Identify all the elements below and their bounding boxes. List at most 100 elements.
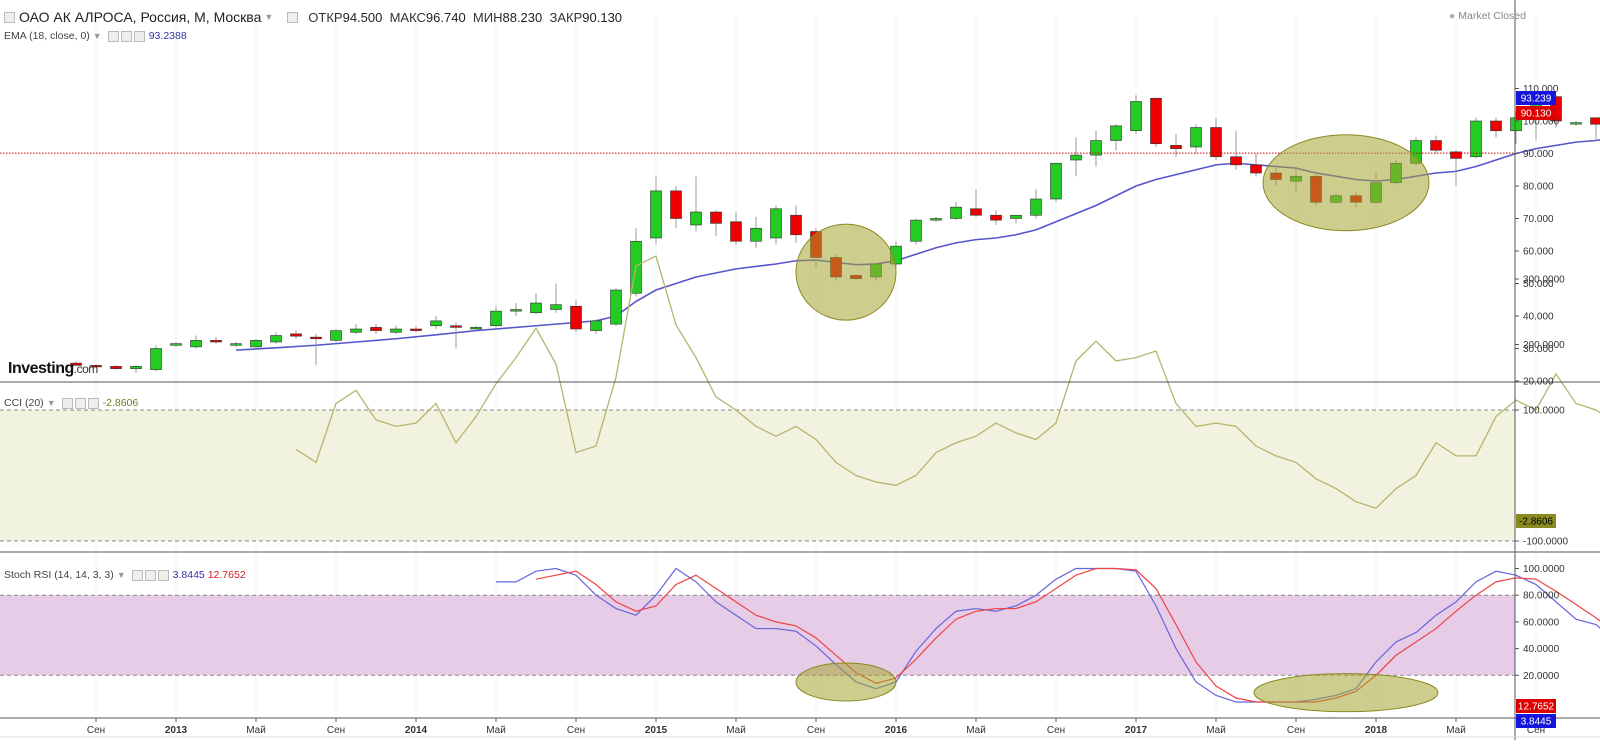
candle-down bbox=[1250, 164, 1262, 174]
candle-up bbox=[1050, 162, 1062, 200]
candle-down bbox=[670, 190, 682, 219]
stoch-rsi-series bbox=[496, 567, 1600, 703]
cci-tick-label: 100.0000 bbox=[1523, 406, 1565, 417]
price-tick-label: 20.000 bbox=[1523, 377, 1554, 388]
candle-up bbox=[930, 218, 942, 221]
high-label: МАКС bbox=[389, 9, 426, 25]
candle-up bbox=[950, 206, 962, 219]
x-tick-label: Май bbox=[486, 725, 506, 736]
candle-up bbox=[230, 343, 242, 346]
ema-legend-value: 93.2388 bbox=[148, 30, 187, 42]
x-tick-label: Май bbox=[246, 725, 266, 736]
stoch-legend-label[interactable]: Stoch RSI (14, 14, 3, 3) bbox=[4, 569, 114, 581]
chevron-down-icon[interactable]: ▼ bbox=[46, 398, 56, 408]
highlight-ellipses bbox=[795, 134, 1439, 713]
candle-down bbox=[990, 214, 1002, 221]
candle-up bbox=[330, 330, 342, 341]
chevron-down-icon[interactable]: ▼ bbox=[92, 31, 102, 41]
candle-up bbox=[1190, 127, 1202, 148]
candle-down bbox=[90, 365, 102, 368]
header-tools bbox=[285, 11, 299, 23]
stoch-highlight-ellipse bbox=[795, 662, 897, 702]
cci-series bbox=[295, 255, 1600, 509]
settings-icon[interactable] bbox=[287, 11, 299, 23]
x-tick-label: Сен bbox=[807, 725, 825, 736]
candle-up bbox=[530, 302, 542, 314]
collapse-icon[interactable] bbox=[4, 11, 15, 23]
market-status-text: Market Closed bbox=[1458, 10, 1526, 22]
stoch-k-badge-bg bbox=[1516, 714, 1556, 728]
candle-up bbox=[650, 190, 662, 239]
close-icon[interactable] bbox=[87, 397, 99, 409]
price-tick-label: 60.000 bbox=[1523, 247, 1554, 258]
value-badges: 93.239 90.130 -2.8606 12.7652 3.8445 bbox=[1516, 91, 1556, 728]
chevron-down-icon[interactable]: ▼ bbox=[264, 12, 274, 22]
stoch-tick-label: 40.0000 bbox=[1523, 644, 1560, 655]
settings-icon[interactable] bbox=[120, 30, 132, 42]
instrument-title[interactable]: ОАО АК АЛРОСА, Россия, М, Москва bbox=[19, 9, 262, 25]
candle-down bbox=[1450, 151, 1462, 159]
candle-up bbox=[1010, 214, 1022, 219]
price-tick-label: 40.000 bbox=[1523, 312, 1554, 323]
price-tick-label: 80.000 bbox=[1523, 182, 1554, 193]
stoch-d-legend-value: 12.7652 bbox=[207, 569, 246, 581]
close-label: ЗАКР bbox=[549, 9, 583, 25]
price-tick-label: 50.000 bbox=[1523, 279, 1554, 290]
candle-down bbox=[730, 221, 742, 242]
close-icon[interactable] bbox=[133, 30, 145, 42]
settings-icon[interactable] bbox=[74, 397, 86, 409]
candle-up bbox=[590, 320, 602, 331]
candle-down bbox=[1430, 140, 1442, 151]
candle-up bbox=[170, 343, 182, 346]
x-tick-label: Май bbox=[726, 725, 746, 736]
candle-down bbox=[790, 214, 802, 236]
candle-down bbox=[290, 333, 302, 337]
candle-up bbox=[270, 335, 282, 343]
chart-header: ОАО АК АЛРОСА, Россия, М, Москва ▼ ОТКР9… bbox=[4, 9, 622, 25]
x-tick-label: Сен bbox=[1527, 725, 1545, 736]
stoch-tick-label: 60.0000 bbox=[1523, 617, 1560, 628]
chevron-down-icon[interactable]: ▼ bbox=[116, 570, 126, 580]
ohlc-readout: ОТКР94.500 МАКС96.740 МИН88.230 ЗАКР90.1… bbox=[308, 10, 622, 25]
ema-badge: 93.239 bbox=[1521, 94, 1552, 105]
candle-down bbox=[110, 366, 122, 369]
candle-up bbox=[1470, 120, 1482, 158]
y-axis-ticks: 20.000 30.000 40.000 50.000 60.000 70.000 80.0… bbox=[1515, 84, 1568, 682]
visibility-icon[interactable] bbox=[131, 569, 143, 581]
candle-up bbox=[750, 227, 762, 242]
cci-band bbox=[0, 410, 1515, 541]
close-badge-bg bbox=[1516, 106, 1556, 120]
candle-down bbox=[1170, 145, 1182, 149]
open-value: 94.500 bbox=[342, 9, 383, 25]
candle-down bbox=[1150, 97, 1162, 145]
candle-down bbox=[970, 208, 982, 216]
investing-logo: Investing.com bbox=[8, 360, 98, 378]
candle-up bbox=[430, 320, 442, 327]
candle-up bbox=[350, 328, 362, 333]
x-tick-label: 2016 bbox=[885, 725, 908, 736]
cci-legend-label[interactable]: CCI (20) bbox=[4, 397, 44, 409]
x-tick-label: 2017 bbox=[1125, 725, 1148, 736]
stoch-tick-label: 100.0000 bbox=[1523, 564, 1565, 575]
candle-up bbox=[550, 304, 562, 310]
visibility-icon[interactable] bbox=[61, 397, 73, 409]
settings-icon[interactable] bbox=[144, 569, 156, 581]
visibility-icon[interactable] bbox=[107, 30, 119, 42]
candle-up bbox=[910, 219, 922, 242]
candle-down bbox=[210, 340, 222, 343]
logo-suffix: .com bbox=[73, 362, 99, 376]
candle-down bbox=[1230, 156, 1242, 166]
price-tick-label: 70.000 bbox=[1523, 214, 1554, 225]
ema-legend-label[interactable]: EMA (18, close, 0) bbox=[4, 30, 90, 42]
cci-tick-label: 200.0000 bbox=[1523, 340, 1565, 351]
candle-up bbox=[770, 208, 782, 239]
indicator-bands bbox=[0, 409, 1515, 676]
close-value: 90.130 bbox=[582, 9, 623, 25]
logo-text: Investing bbox=[8, 360, 74, 377]
close-icon[interactable] bbox=[157, 569, 169, 581]
price-tick-label: 100.000 bbox=[1523, 117, 1560, 128]
stoch-tick-label: 80.0000 bbox=[1523, 591, 1560, 602]
market-status: ● Market Closed bbox=[1449, 10, 1526, 22]
